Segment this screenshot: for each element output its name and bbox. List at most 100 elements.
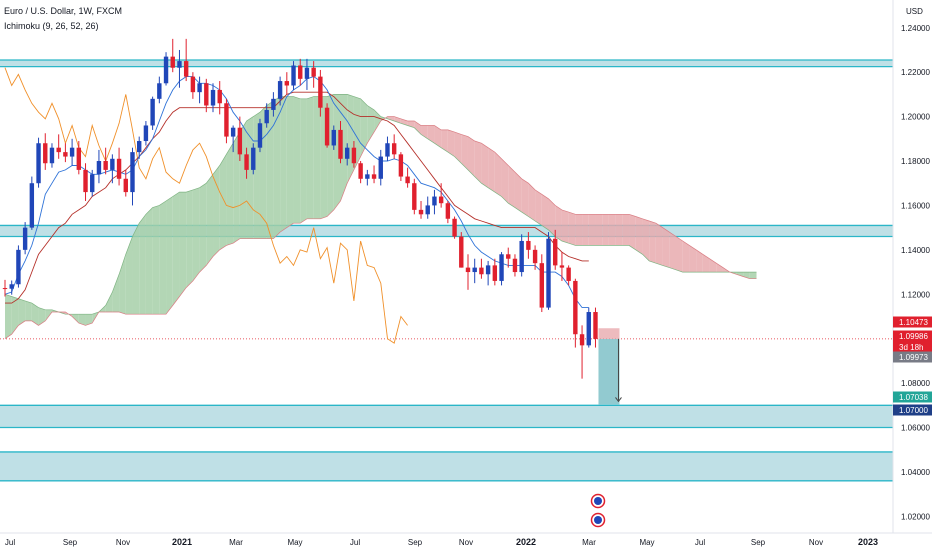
candle[interactable] [345, 143, 350, 166]
candle[interactable] [271, 92, 276, 117]
candle[interactable] [438, 183, 444, 208]
candle[interactable] [244, 147, 249, 179]
candle[interactable] [56, 134, 61, 159]
candle[interactable] [566, 265, 571, 286]
candle[interactable] [304, 58, 310, 90]
candle[interactable] [398, 152, 404, 181]
candle[interactable] [90, 169, 95, 197]
candle[interactable] [137, 136, 142, 159]
candle[interactable] [210, 83, 216, 113]
candle[interactable] [385, 136, 390, 162]
candle[interactable] [123, 169, 128, 197]
candle[interactable] [69, 138, 75, 166]
candle[interactable] [170, 38, 175, 73]
candle[interactable] [391, 134, 397, 159]
candle[interactable] [83, 163, 88, 201]
candle[interactable] [358, 161, 363, 184]
candle[interactable] [579, 325, 585, 379]
candle[interactable] [331, 125, 336, 150]
candle[interactable] [338, 121, 343, 164]
projection-stop-box[interactable] [598, 328, 620, 339]
candle[interactable] [492, 258, 498, 286]
economic-event-icon-0[interactable] [590, 493, 606, 509]
candle[interactable] [29, 176, 35, 230]
candle[interactable] [110, 154, 115, 184]
candle[interactable] [237, 116, 243, 162]
candle[interactable] [63, 143, 68, 163]
candle[interactable] [43, 133, 48, 170]
candle[interactable] [539, 254, 544, 313]
candle[interactable] [190, 72, 196, 99]
candle[interactable] [553, 229, 558, 270]
candle[interactable] [526, 232, 531, 259]
candle[interactable] [499, 252, 504, 286]
candle[interactable] [512, 254, 518, 277]
projection-target-box[interactable] [598, 338, 620, 405]
sr-zone-0[interactable] [0, 59, 893, 67]
candle[interactable] [183, 38, 189, 82]
candle[interactable] [251, 143, 256, 175]
candle[interactable] [230, 125, 236, 153]
candle[interactable] [177, 49, 182, 88]
candle[interactable] [264, 103, 269, 128]
candle[interactable] [36, 137, 41, 188]
sr-zone-1[interactable] [0, 225, 893, 237]
candle[interactable] [217, 81, 222, 115]
candle[interactable] [472, 258, 477, 284]
symbol-title[interactable]: Euro / U.S. Dollar, 1W, FXCM [4, 6, 123, 16]
candle[interactable] [143, 121, 149, 146]
candle[interactable] [519, 234, 524, 277]
candle[interactable] [479, 258, 484, 279]
candle[interactable] [257, 118, 263, 153]
sr-zone-3[interactable] [0, 451, 893, 481]
candle[interactable] [586, 307, 591, 348]
candle[interactable] [318, 69, 323, 117]
candle[interactable] [465, 254, 471, 290]
candle[interactable] [277, 76, 283, 106]
candle[interactable] [224, 98, 229, 144]
candle[interactable] [418, 200, 424, 219]
candle[interactable] [2, 279, 8, 297]
candle[interactable] [485, 260, 491, 286]
candle[interactable] [593, 307, 598, 348]
candle[interactable] [445, 200, 451, 224]
candle[interactable] [559, 252, 565, 281]
candle[interactable] [197, 76, 202, 104]
candle[interactable] [371, 165, 377, 184]
candle[interactable] [103, 147, 108, 175]
candle[interactable] [76, 141, 82, 175]
candle[interactable] [49, 143, 55, 168]
candle[interactable] [96, 149, 102, 184]
candle[interactable] [130, 147, 135, 206]
candle[interactable] [459, 232, 464, 268]
candle[interactable] [163, 52, 169, 86]
candle[interactable] [324, 103, 330, 148]
candle[interactable] [291, 61, 296, 90]
candle[interactable] [284, 72, 290, 95]
candle[interactable] [432, 189, 437, 215]
candle[interactable] [9, 280, 14, 295]
candle[interactable] [365, 169, 370, 186]
time-scale[interactable]: Jul Sep Nov 2021 Mar May Jul Sep Nov 2022 Mar May Ju… [5, 537, 878, 547]
candle[interactable] [506, 247, 511, 268]
candle[interactable] [204, 78, 209, 113]
candle[interactable] [157, 76, 162, 104]
candle[interactable] [22, 222, 28, 255]
candle[interactable] [16, 245, 21, 288]
candle[interactable] [298, 58, 303, 86]
candle[interactable] [452, 216, 457, 239]
candle[interactable] [405, 167, 410, 188]
candle[interactable] [351, 141, 357, 168]
candle[interactable] [311, 61, 316, 88]
candle[interactable] [116, 147, 122, 186]
sr-zone-2[interactable] [0, 405, 893, 428]
candle[interactable] [546, 232, 551, 310]
indicator-legend[interactable]: Ichimoku (9, 26, 52, 26) [4, 21, 99, 31]
candle[interactable] [378, 149, 383, 186]
candle[interactable] [412, 178, 417, 215]
candle[interactable] [532, 245, 538, 270]
candle[interactable] [573, 278, 578, 348]
candle[interactable] [425, 196, 430, 219]
candle[interactable] [150, 96, 155, 130]
